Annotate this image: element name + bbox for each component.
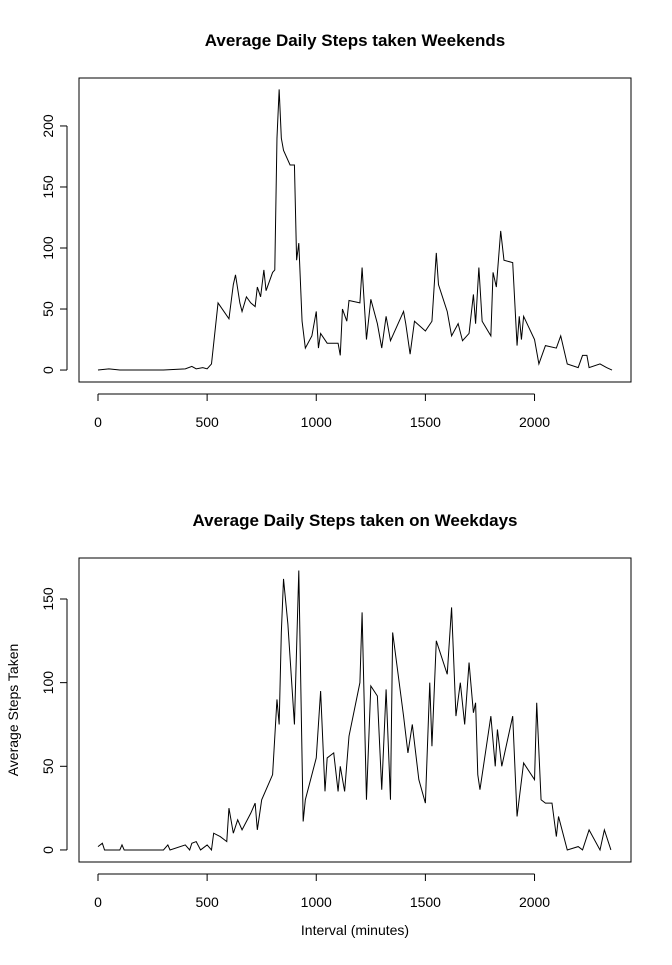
y-tick-label: 50 xyxy=(40,758,56,774)
y-tick-label: 0 xyxy=(40,366,56,374)
y-tick-label: 150 xyxy=(40,175,56,199)
chart-title: Average Daily Steps taken on Weekdays xyxy=(192,511,517,530)
x-tick-label: 1500 xyxy=(410,414,441,430)
x-tick-label: 500 xyxy=(195,414,219,430)
x-tick-label: 500 xyxy=(195,894,219,910)
data-line xyxy=(97,570,612,852)
x-tick-label: 2000 xyxy=(519,894,550,910)
x-tick-label: 1000 xyxy=(301,894,332,910)
y-tick-label: 200 xyxy=(40,114,56,138)
x-tick-label: 2000 xyxy=(519,414,550,430)
x-axis-label: Interval (minutes) xyxy=(301,922,409,938)
x-tick-label: 1000 xyxy=(301,414,332,430)
y-tick-label: 50 xyxy=(40,301,56,317)
y-tick-label: 100 xyxy=(40,236,56,260)
y-tick-label: 100 xyxy=(40,671,56,695)
y-tick-label: 150 xyxy=(40,587,56,611)
x-tick-label: 0 xyxy=(94,414,102,430)
y-axis-label: Average Steps Taken xyxy=(5,644,21,777)
y-tick-label: 0 xyxy=(40,846,56,854)
plot-frame xyxy=(78,77,632,383)
plot-frame xyxy=(78,557,632,863)
x-tick-label: 1500 xyxy=(410,894,441,910)
chart-title: Average Daily Steps taken Weekends xyxy=(205,31,505,50)
x-tick-label: 0 xyxy=(94,894,102,910)
data-line xyxy=(97,89,613,371)
